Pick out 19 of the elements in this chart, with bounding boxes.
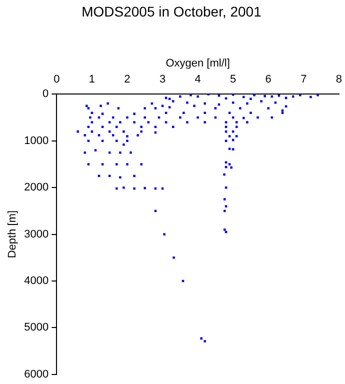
x-tick-label: 4	[194, 74, 201, 86]
x-tick-label: 2	[124, 74, 130, 86]
x-tick-label: 7	[300, 74, 307, 86]
x-tick-label: 5	[230, 74, 236, 86]
x-tick-label: 6	[265, 74, 272, 86]
x-tick-label: 3	[159, 74, 166, 86]
chart-title: MODS2005 in October, 2001	[82, 3, 262, 20]
y-axis-title: Depth [m]	[6, 210, 19, 258]
y-tick-label: 2000	[24, 182, 49, 194]
y-tick-label: 0	[42, 88, 49, 100]
y-tick-label: 1000	[24, 134, 49, 147]
x-tick-label: 1	[88, 74, 96, 86]
y-tick-label: 5000	[24, 322, 49, 334]
x-tick-label: 0	[54, 74, 60, 86]
x-axis-title: Oxygen [ml/l]	[166, 57, 230, 70]
y-tick-label: 4000	[24, 275, 49, 288]
y-tick-label: 6000	[24, 368, 49, 380]
x-tick-label: 8	[336, 74, 342, 86]
y-tick-label: 3000	[24, 228, 49, 240]
